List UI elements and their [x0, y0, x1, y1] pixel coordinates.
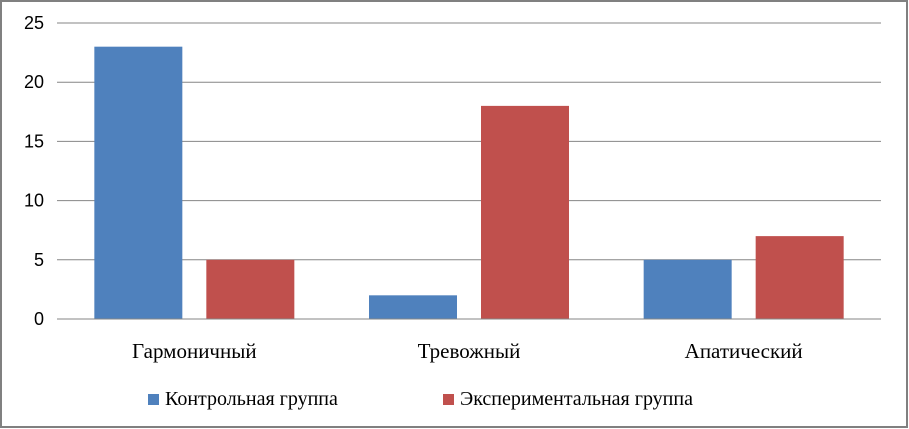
y-axis-ticks: 0 5 10 15 20 25: [24, 13, 44, 329]
bar-control-0: [94, 46, 183, 320]
bars: [94, 46, 844, 320]
gridlines: [57, 22, 881, 261]
bar-control-1: [369, 295, 457, 319]
legend: Контрольная группа Экспериментальная груп…: [148, 388, 693, 410]
y-tick-label: 20: [24, 72, 44, 92]
legend-swatch: [443, 394, 454, 405]
bar-experimental-2: [755, 236, 844, 319]
category-labels: Гармоничный Тревожный Апатический: [132, 339, 803, 363]
bar-control-2: [643, 259, 732, 319]
y-tick-label: 0: [34, 309, 44, 329]
bar-experimental-0: [206, 259, 295, 319]
y-tick-label: 10: [24, 191, 44, 211]
y-tick-label: 5: [34, 250, 44, 270]
y-tick-label: 25: [24, 13, 44, 33]
legend-swatch: [148, 394, 159, 405]
category-label: Тревожный: [418, 339, 521, 363]
legend-label: Экспериментальная группа: [460, 388, 693, 410]
category-label: Апатический: [685, 339, 803, 363]
legend-label: Контрольная группа: [165, 388, 338, 410]
category-label: Гармоничный: [132, 339, 257, 363]
bar-experimental-1: [481, 105, 569, 319]
y-tick-label: 15: [24, 131, 44, 151]
